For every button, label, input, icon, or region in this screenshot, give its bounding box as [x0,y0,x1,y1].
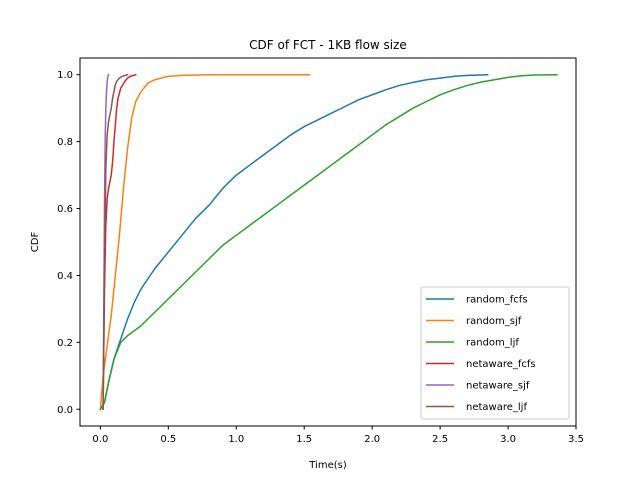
legend-label-netaware-fcfs: netaware_fcfs [466,359,536,370]
x-tick-label: 1.5 [296,434,312,445]
x-tick-label: 3.0 [500,434,516,445]
y-tick-label: 0.2 [57,338,73,349]
legend-label-random-fcfs: random_fcfs [466,295,528,306]
plot-area [79,57,577,427]
legend-label-netaware-sjf: netaware_sjf [466,381,530,392]
x-tick-label: 2.5 [432,434,448,445]
x-tick-label: 1.0 [228,434,244,445]
x-tick-label: 3.5 [568,434,584,445]
chart-title: CDF of FCT - 1KB flow size [249,38,407,52]
series-line-netaware-ljf [102,73,129,411]
x-axis: 0.0 0.5 1.0 1.5 2.0 2.5 3.0 3.5 [92,426,584,445]
legend-frame [420,286,570,420]
y-tick-label: 0.8 [57,137,73,148]
legend-label-random-sjf: random_sjf [466,316,522,327]
series-line-netaware-fcfs [102,73,137,411]
x-tick-label: 2.0 [364,434,380,445]
y-axis-label: CDF [30,232,41,253]
x-tick-label: 0.5 [160,434,176,445]
y-tick-label: 1.0 [57,70,73,81]
y-tick-label: 0.0 [57,405,73,416]
series-line-random-ljf [99,73,558,411]
x-tick-label: 0.0 [92,434,108,445]
legend: random_fcfs random_sjf random_ljf netaware_… [420,286,570,420]
legend-label-netaware-ljf: netaware_ljf [466,402,527,413]
legend-label-random-ljf: random_ljf [466,338,519,349]
y-axis: 0.0 0.2 0.4 0.6 0.8 1.0 [57,70,80,416]
series-line-random-fcfs [99,73,489,411]
y-tick-label: 0.6 [57,204,73,215]
x-axis-label: Time(s) [308,460,347,471]
plot-frame [79,57,577,427]
series-line-random-sjf [99,73,311,411]
series-group [99,73,558,411]
y-tick-label: 0.4 [57,271,73,282]
legend-items: random_fcfs random_sjf random_ljf netaware_… [426,295,536,413]
